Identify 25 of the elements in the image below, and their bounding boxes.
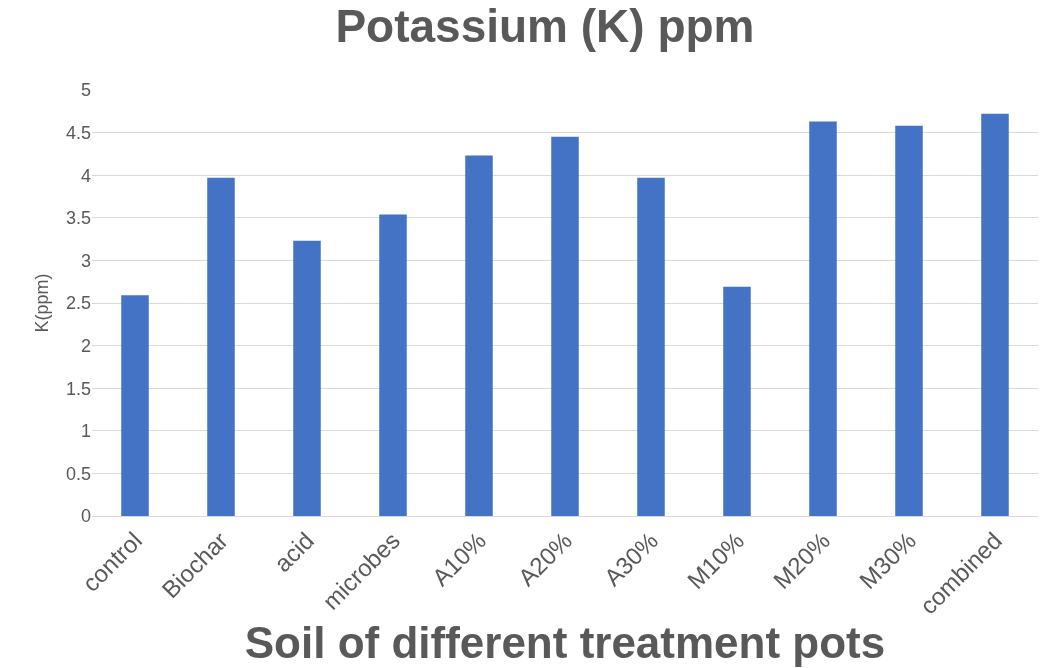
y-tick-label: 0 <box>80 506 91 527</box>
y-tick-label: 2 <box>80 335 91 356</box>
y-tick-label: 1.5 <box>65 378 91 399</box>
bar <box>981 113 1009 516</box>
y-tick-label: 4 <box>80 165 91 186</box>
bar <box>551 136 579 516</box>
y-tick-label: 5 <box>80 80 91 101</box>
bar <box>809 121 837 516</box>
bar <box>637 177 665 516</box>
y-axis-title: K(ppm) <box>32 273 53 333</box>
y-tick-label: 4.5 <box>65 122 91 143</box>
bar <box>379 214 407 516</box>
bar <box>895 125 923 516</box>
bar <box>121 295 149 516</box>
y-tick-label: 1 <box>80 421 91 442</box>
bar <box>465 155 493 516</box>
y-tick-label: 2.5 <box>65 293 91 314</box>
y-tick-label: 3.5 <box>65 208 91 229</box>
bar <box>207 177 235 516</box>
chart-title: Potassium (K) ppm <box>335 0 755 53</box>
y-tick-label: 0.5 <box>65 463 91 484</box>
bar <box>723 286 751 516</box>
x-axis-title: Soil of different treatment pots <box>244 617 886 667</box>
y-tick-label: 3 <box>80 250 91 271</box>
bar <box>293 240 321 516</box>
